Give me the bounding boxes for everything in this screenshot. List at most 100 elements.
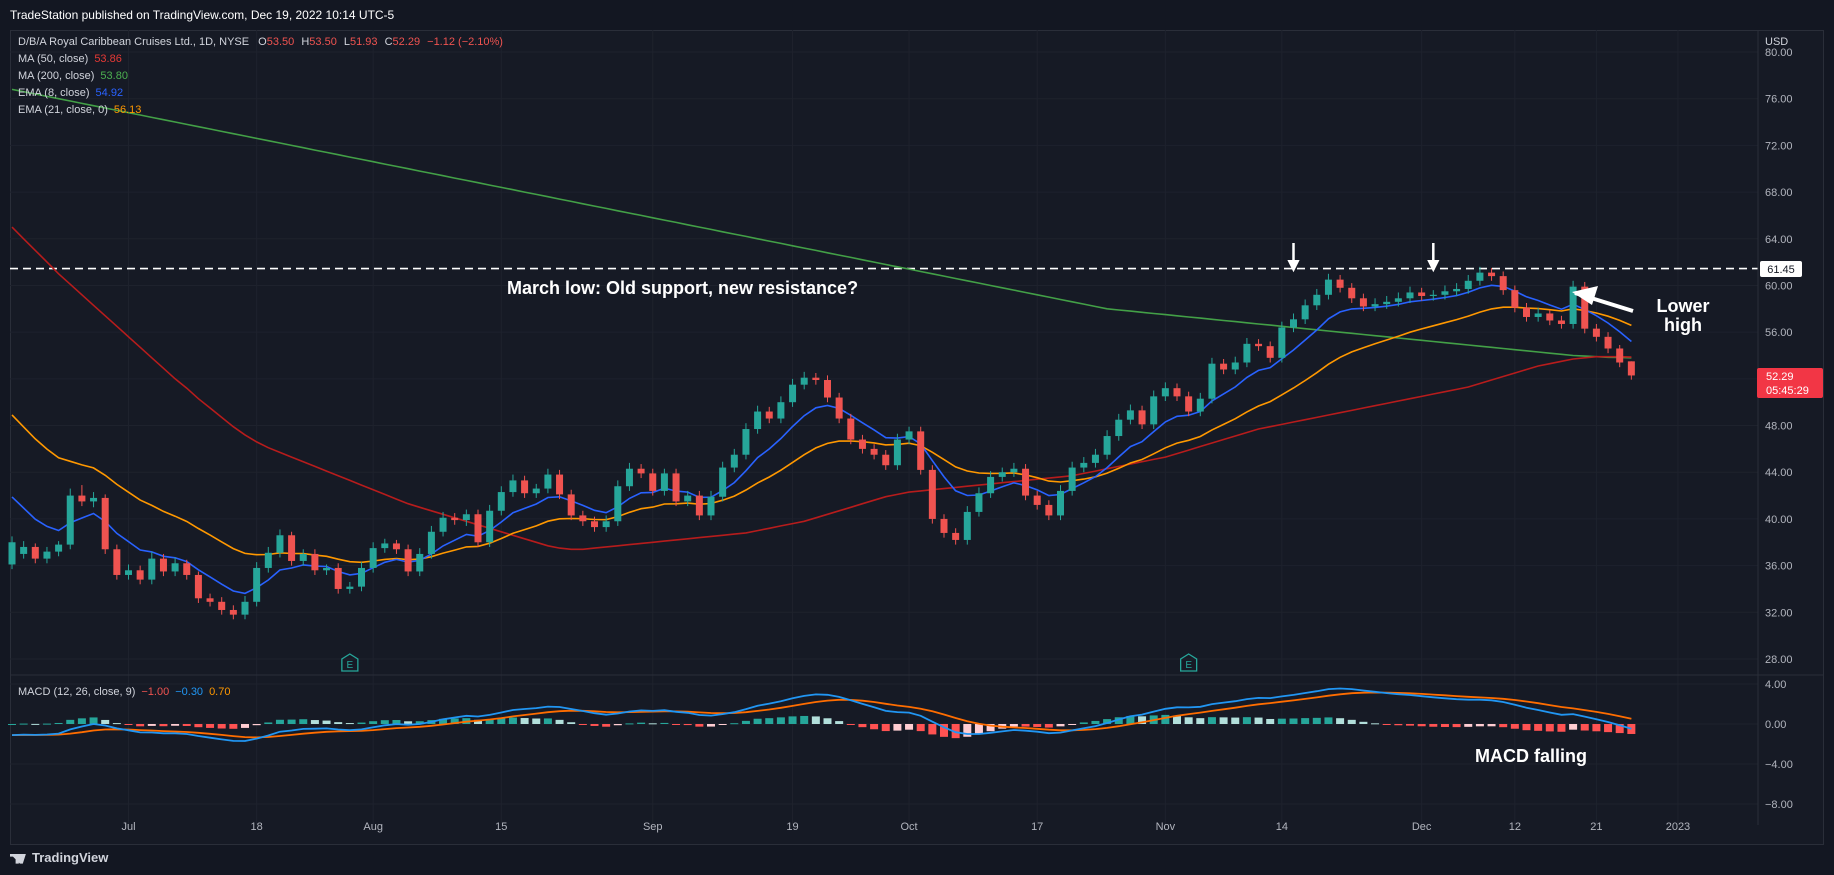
candle <box>183 559 191 580</box>
candle-body <box>218 601 226 610</box>
candle <box>288 531 296 566</box>
macd-histogram-bar <box>753 718 762 724</box>
macd-histogram-bar <box>252 724 261 726</box>
candle-body <box>1324 279 1332 295</box>
candle <box>358 562 365 592</box>
macd-histogram-bar <box>695 724 704 727</box>
macd-histogram-bar <box>136 724 145 727</box>
macd-histogram-bar <box>765 718 774 724</box>
candle-body <box>148 558 156 580</box>
countdown-text: 05:45:29 <box>1766 385 1809 397</box>
macd-histogram-bar <box>1301 718 1310 724</box>
macd-histogram-bar <box>1021 724 1030 727</box>
candle <box>8 536 16 570</box>
grid <box>10 30 1758 825</box>
macd-histogram-bar <box>776 717 785 724</box>
legend-ma200[interactable]: MA (200, close) 53.80 <box>18 70 128 82</box>
candle <box>1255 339 1263 351</box>
candle <box>591 516 598 532</box>
macd-histogram-bar <box>1592 724 1601 732</box>
candle-body <box>917 431 925 470</box>
candle-body <box>800 377 808 385</box>
candle-body <box>1266 346 1274 358</box>
candle-body <box>987 476 995 494</box>
ma200-line <box>11 88 1632 359</box>
macd-histogram-bar <box>986 724 995 732</box>
candle-body <box>183 563 191 575</box>
macd-histogram-bar <box>89 717 98 724</box>
candle <box>789 378 797 407</box>
candle <box>31 543 39 564</box>
time-tick-label: 14 <box>1276 821 1288 833</box>
earnings-marker-shape <box>341 653 359 672</box>
candle-body <box>439 517 447 532</box>
candle-body <box>1429 294 1437 296</box>
macd-histogram-bar <box>1534 724 1543 731</box>
macd-histogram-bar <box>508 717 517 724</box>
ema21-name: EMA (21, close, 0) <box>18 104 108 116</box>
legend-macd[interactable]: MACD (12, 26, close, 9) −1.00 −0.30 0.70 <box>18 686 230 698</box>
candle-body <box>1348 287 1356 299</box>
candle-body <box>742 429 750 455</box>
candle-body <box>253 567 261 602</box>
tradingview-footer[interactable]: TradingView <box>10 850 108 865</box>
candle-body <box>90 497 98 502</box>
candle-body <box>1569 286 1577 324</box>
time-tick-label: 12 <box>1509 821 1521 833</box>
legend-ema8[interactable]: EMA (8, close) 54.92 <box>18 87 123 99</box>
price-tick-label: 28.00 <box>1765 654 1793 666</box>
price-tick-label: 36.00 <box>1765 561 1793 573</box>
candle <box>439 511 447 537</box>
macd-hist-value: −1.00 <box>141 686 169 698</box>
resistance-annotation: March low: Old support, new resistance? <box>507 278 858 298</box>
macd-histogram-bar <box>870 724 879 730</box>
candle <box>625 462 633 491</box>
candle <box>299 549 307 566</box>
candle <box>1243 337 1251 368</box>
macd-histogram-bar <box>1091 720 1100 724</box>
legend-ma50[interactable]: MA (50, close) 53.86 <box>18 53 122 65</box>
candle <box>1464 274 1472 294</box>
price-tick-label: 72.00 <box>1765 140 1793 152</box>
time-tick-label: Sep <box>643 821 663 833</box>
candle <box>684 490 692 507</box>
candle-body <box>1441 291 1449 295</box>
footer-brand: TradingView <box>32 850 109 865</box>
candle-body <box>1464 280 1472 289</box>
candle <box>404 544 412 577</box>
candle-body <box>660 473 668 491</box>
macd-histogram-bar <box>31 723 40 725</box>
chart-canvas[interactable]: EE 28.0032.0036.0040.0044.0048.0052.0056… <box>0 0 1834 845</box>
candle-body <box>474 514 482 543</box>
legend-symbol-name: D/B/A Royal Caribbean Cruises Ltd., 1D, … <box>18 36 249 48</box>
legend-ema21[interactable]: EMA (21, close, 0) 56.13 <box>18 104 141 116</box>
macd-histogram-bar <box>1033 724 1042 727</box>
last-price-text: 52.29 <box>1766 371 1794 383</box>
candle <box>521 475 529 498</box>
candle <box>334 563 342 594</box>
candle <box>1429 290 1437 301</box>
macd-histogram-bar <box>1615 724 1624 734</box>
candle <box>323 564 331 575</box>
candle-body <box>1290 319 1297 328</box>
candle-body <box>323 567 331 571</box>
candle <box>1126 404 1134 425</box>
candle-body <box>893 439 901 466</box>
candle <box>1383 295 1391 309</box>
macd-histogram-bar <box>299 719 308 724</box>
macd-histogram-bar <box>485 719 494 724</box>
candle-body <box>1406 292 1414 299</box>
candle <box>695 490 703 521</box>
macd-histogram-bar <box>54 722 63 724</box>
macd-histogram-bar <box>264 722 273 724</box>
macd-histogram-bar <box>1604 724 1613 733</box>
ohlc-low-key: L <box>344 36 350 48</box>
candle-body <box>765 411 773 419</box>
candle <box>1045 500 1053 521</box>
candle-body <box>66 495 74 545</box>
macd-histogram-bar <box>1103 719 1112 724</box>
candle-body <box>486 510 494 543</box>
candle <box>1080 457 1088 473</box>
candle <box>637 464 645 479</box>
